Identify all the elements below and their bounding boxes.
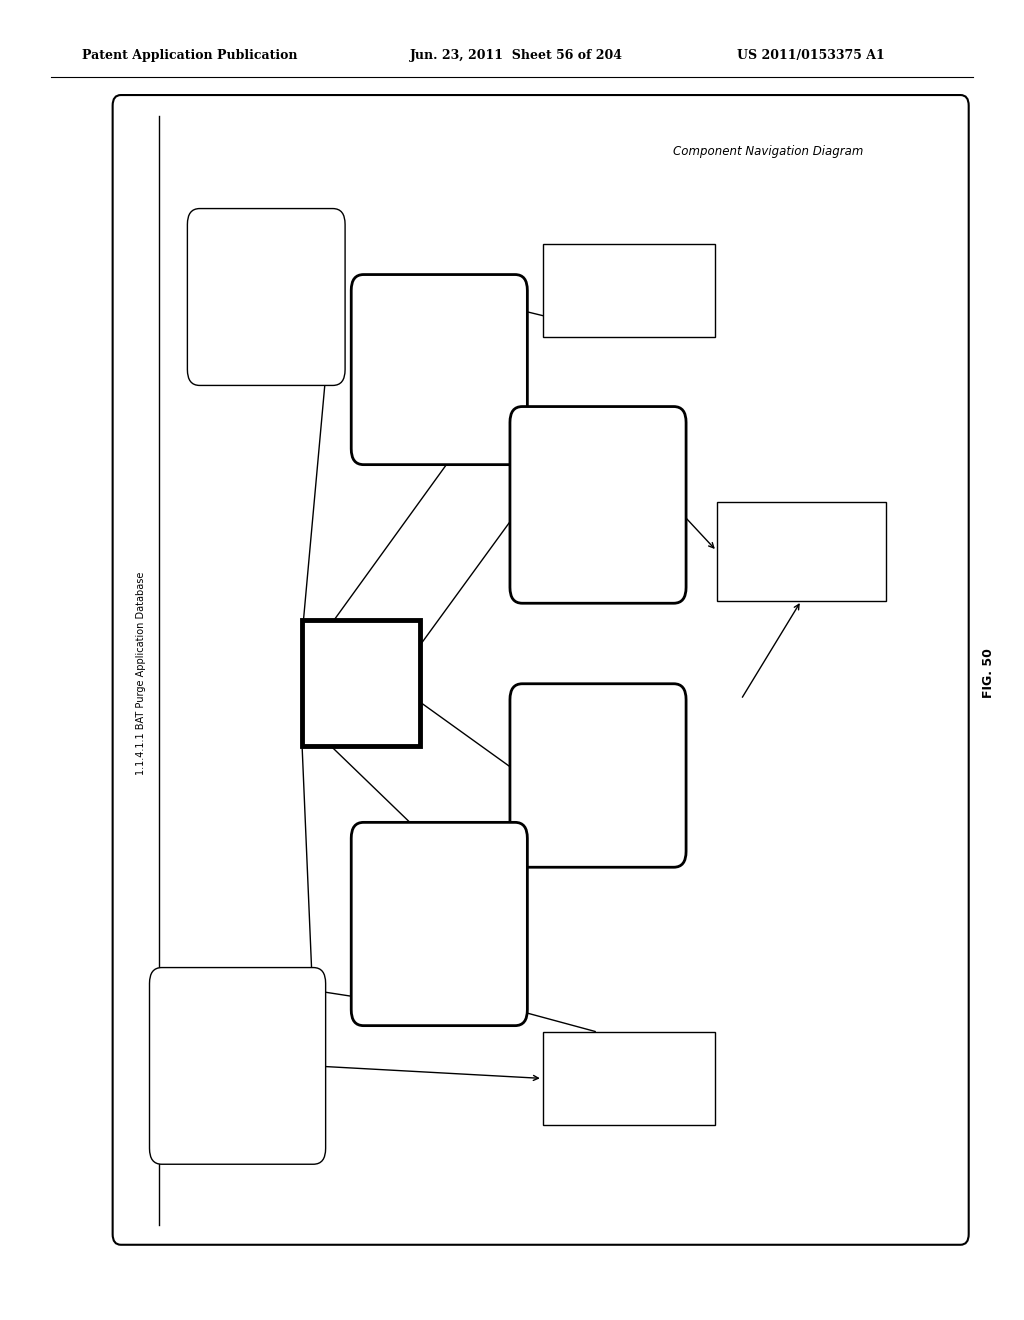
Text: 1.1.4.1.1.7
PGM Archive
Transaction File
Data (AML997A): 1.1.4.1.1.7 PGM Archive Transaction File… — [230, 276, 302, 318]
Text: TIME: TIME — [340, 676, 382, 690]
FancyBboxPatch shape — [302, 620, 420, 746]
Bar — [717, 502, 886, 601]
FancyBboxPatch shape — [510, 407, 686, 603]
FancyBboxPatch shape — [113, 95, 969, 1245]
FancyBboxPatch shape — [150, 968, 326, 1164]
Bar — [543, 1032, 715, 1125]
Text: FIG. 50: FIG. 50 — [982, 648, 994, 698]
Text: 1.1.4.1.1.5
PGM Stop Orphan
Transaction /
Database Records
Purge (AML995A): 1.1.4.1.1.5 PGM Stop Orphan Transaction … — [558, 478, 638, 532]
FancyBboxPatch shape — [351, 822, 527, 1026]
Text: 1.1.4.1.1.6
PGM Reorganized
Application Database
Files(s) (AML996A): 1.1.4.1.1.6 PGM Reorganized Application … — [392, 348, 486, 391]
Text: Jun. 23, 2011  Sheet 56 of 204: Jun. 23, 2011 Sheet 56 of 204 — [410, 49, 623, 62]
Text: 1.1.4.1.1.1
PGM Purge
Cross-Reference and
Associated Database
File(s) by Vendor : 1.1.4.1.1.1 PGM Purge Cross-Reference an… — [191, 1032, 284, 1100]
Text: EE-5: EE-5 — [308, 631, 336, 642]
Text: DA Orphaned Purge Control /
Job Status (AM008A): DA Orphaned Purge Control / Job Status (… — [738, 541, 864, 561]
Text: Patent Application Publication: Patent Application Publication — [82, 49, 297, 62]
Text: 1.1.4.1.1.4
PGM Purge Orphan
Transaction /
Database Records
(AML99A): 1.1.4.1.1.4 PGM Purge Orphan Transaction… — [557, 748, 639, 803]
FancyBboxPatch shape — [351, 275, 527, 465]
Text: DA Reorganize Purged File
Control (AM009A): DA Reorganize Purged File Control (AM009… — [571, 280, 686, 301]
Text: 1.1.4.1.1.3
PGM Stop
Cross-Reference
and Associated
Database File(s)
Purge (AML9: 1.1.4.1.1.3 PGM Stop Cross-Reference and… — [401, 891, 477, 957]
FancyBboxPatch shape — [187, 209, 345, 385]
Text: 1.1.4.1.1 BAT Purge Application Database: 1.1.4.1.1 BAT Purge Application Database — [136, 572, 146, 775]
Text: DA Cross-Reference Purge
Control / Job Status (AM006A): DA Cross-Reference Purge Control / Job S… — [564, 1068, 693, 1089]
Bar — [543, 244, 715, 337]
Text: US 2011/0153375 A1: US 2011/0153375 A1 — [737, 49, 885, 62]
Text: Component Navigation Diagram: Component Navigation Diagram — [673, 145, 863, 158]
FancyBboxPatch shape — [510, 684, 686, 867]
